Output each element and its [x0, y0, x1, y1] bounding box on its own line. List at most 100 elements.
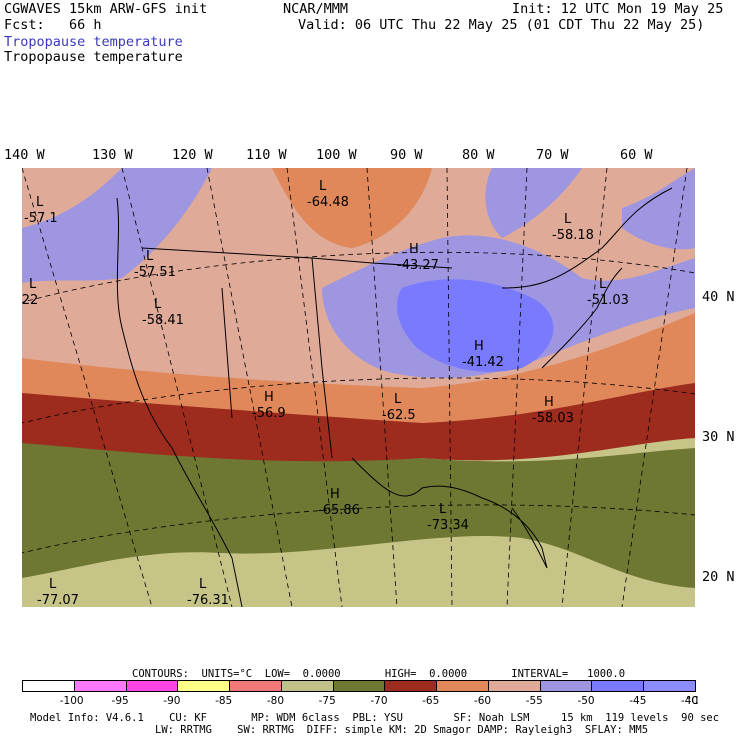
colorbar-tick-label: -85 [215, 695, 233, 707]
svg-text:-58.41: -58.41 [142, 313, 184, 328]
colorbar-tick-label: -50 [577, 695, 595, 707]
model-info-line1: Model Info: V4.6.1 CU: KF MP: WDM 6class… [30, 712, 720, 724]
band-purple-ne [622, 168, 695, 250]
tropopause-temperature-map: L-57.1L-57.51L-58.41L-64.48H-43.27L-58.1… [22, 168, 695, 607]
svg-text:L: L [599, 277, 607, 292]
contour-info: CONTOURS: UNITS=°C LOW= 0.0000 HIGH= 0.0… [132, 668, 626, 680]
colorbar-tick-label: -45 [629, 695, 647, 707]
colorbar-tick-label: -65 [422, 695, 440, 707]
svg-text:-62.5: -62.5 [382, 408, 416, 423]
colorbar-tick-label: -90 [163, 695, 181, 707]
colorbar-swatch [591, 680, 645, 692]
colorbar-swatch [487, 680, 541, 692]
colorbar-swatch [539, 680, 593, 692]
colorbar-tick-label: -75 [318, 695, 336, 707]
coastlines [116, 187, 673, 607]
longitude-label: 130 W [92, 147, 133, 163]
low-marker: L-57.51 [134, 249, 176, 280]
colorbar-swatch [280, 680, 334, 692]
svg-text:H: H [264, 390, 274, 405]
svg-text:-41.42: -41.42 [462, 355, 504, 370]
colorbar-swatch [22, 680, 75, 692]
colorbar-tick-label: -80 [266, 695, 284, 707]
longitude-label: 70 W [536, 147, 569, 163]
valid-time: Valid: 06 UTC Thu 22 May 25 (01 CDT Thu … [298, 17, 705, 33]
longitude-label: 100 W [316, 147, 357, 163]
longitude-label: 80 W [462, 147, 495, 163]
band-purple-west [22, 168, 212, 283]
svg-text:L: L [29, 277, 37, 292]
model-title: CGWAVES 15km ARW-GFS init [4, 1, 208, 17]
colorbar-tick-label: -55 [525, 695, 543, 707]
low-marker: L-76.31 [187, 577, 229, 607]
svg-text:L: L [36, 195, 44, 210]
colorbar-swatch [177, 680, 231, 692]
low-marker: L-58.41 [142, 297, 184, 328]
longitude-label: 120 W [172, 147, 213, 163]
low-marker: L-64.48 [307, 179, 349, 210]
svg-text:L: L [154, 297, 162, 312]
svg-text:-22: -22 [22, 293, 38, 308]
colorbar-swatch [436, 680, 489, 692]
band-purple-east [485, 168, 582, 238]
colorbar-tick-label: -100 [59, 695, 84, 707]
longitude-label: 140 W [4, 147, 45, 163]
low-marker: L-58.18 [552, 212, 594, 243]
latitude-label: 20 N [702, 569, 735, 585]
colorbar-swatch [332, 680, 386, 692]
high-marker: H-58.03 [532, 395, 574, 426]
longitude-label: 60 W [620, 147, 653, 163]
latitude-label: 30 N [702, 429, 735, 445]
colorbar-swatch [125, 680, 179, 692]
forecast-hour: Fcst: 66 h [4, 17, 102, 33]
low-marker: L-77.07 [37, 577, 79, 607]
graticule [22, 168, 695, 607]
low-marker: L-22 [22, 277, 38, 308]
band-olive [22, 438, 695, 588]
field-title: Tropopause temperature [4, 49, 183, 65]
svg-text:H: H [544, 395, 554, 410]
svg-text:-51.03: -51.03 [587, 293, 629, 308]
colorbar-swatch [643, 680, 696, 692]
svg-text:L: L [394, 392, 402, 407]
low-marker: L-51.03 [587, 277, 629, 308]
colorbar-tick-label: -95 [111, 695, 129, 707]
svg-text:-57.1: -57.1 [24, 211, 58, 226]
svg-text:L: L [319, 179, 327, 194]
band-orange [22, 308, 695, 423]
svg-text:H: H [474, 339, 484, 354]
svg-text:-43.27: -43.27 [397, 258, 439, 273]
band-orange-north [272, 168, 432, 248]
svg-text:L: L [439, 502, 447, 517]
band-blue-central [397, 279, 554, 372]
high-marker: H-65.86 [318, 487, 360, 518]
svg-text:L: L [199, 577, 207, 592]
svg-text:L: L [564, 212, 572, 227]
svg-text:-77.07: -77.07 [37, 593, 79, 607]
high-marker: H-56.9 [252, 390, 286, 421]
svg-text:-57.51: -57.51 [134, 265, 176, 280]
svg-text:H: H [330, 487, 340, 502]
center-label: NCAR/MMM [283, 1, 349, 17]
svg-text:L: L [146, 249, 154, 264]
model-info-line2: LW: RRTMG SW: RRTMG DIFF: simple KM: 2D … [155, 724, 649, 736]
svg-text:-64.48: -64.48 [307, 195, 349, 210]
svg-text:-73.34: -73.34 [427, 518, 469, 533]
init-time: Init: 12 UTC Mon 19 May 25 [512, 1, 724, 17]
svg-text:-56.9: -56.9 [252, 406, 286, 421]
low-marker: L-73.34 [427, 502, 469, 533]
high-marker: H-43.27 [397, 242, 439, 273]
svg-text:-58.18: -58.18 [552, 228, 594, 243]
svg-text:-76.31: -76.31 [187, 593, 229, 607]
svg-text:-58.03: -58.03 [532, 411, 574, 426]
field-title-blue: Tropopause temperature [4, 34, 183, 50]
high-marker: H-41.42 [462, 339, 504, 370]
colorbar-tick-label: -40 [681, 695, 699, 707]
colorbar-swatch [384, 680, 438, 692]
latitude-label: 40 N [702, 289, 735, 305]
colorbar-unit: °C [686, 695, 699, 707]
colorbar-swatch [73, 680, 127, 692]
svg-text:H: H [409, 242, 419, 257]
colorbar-swatch [229, 680, 282, 692]
colorbar-tick-label: -60 [473, 695, 492, 707]
